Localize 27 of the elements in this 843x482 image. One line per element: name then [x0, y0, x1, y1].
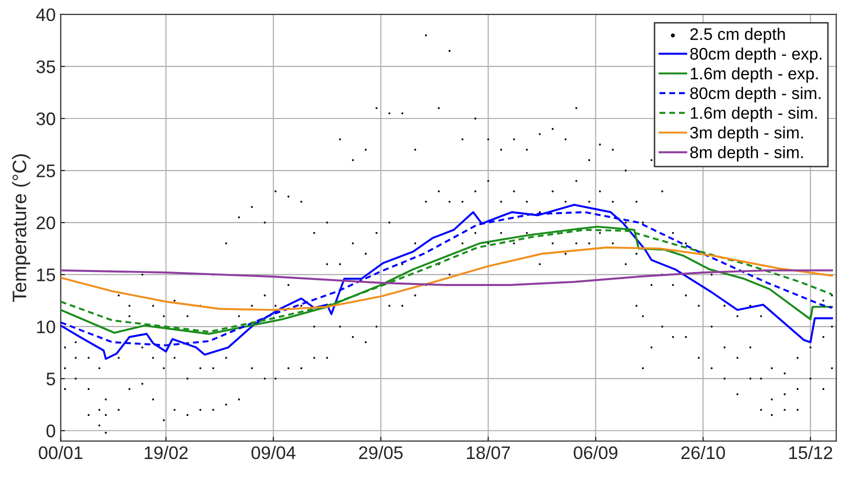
x-tick-label: 18/07: [467, 446, 510, 460]
y-tick-label: 5: [46, 372, 56, 386]
line-series: [60, 269, 833, 286]
x-tick-label: 15/12: [789, 446, 832, 460]
legend-label: 3m depth - sim.: [690, 126, 803, 142]
x-tick-label: 26/10: [681, 446, 725, 460]
line-series: [60, 246, 833, 311]
y-tick-label: 15: [37, 268, 56, 282]
y-axis-title: Temperature (°C): [12, 154, 30, 302]
x-tick-label: 29/05: [359, 446, 403, 460]
legend-label: 2.5 cm depth: [690, 28, 785, 44]
x-tick-label: 06/09: [574, 446, 618, 460]
y-tick-label: 20: [36, 216, 56, 230]
y-tick-label: 30: [36, 112, 56, 126]
y-tick-label: 35: [36, 60, 56, 74]
x-tick-label: 00/01: [38, 446, 82, 460]
x-tick-label: 19/02: [144, 446, 188, 460]
legend-label: 1.6m depth - sim.: [690, 106, 817, 122]
y-tick-label: 25: [36, 164, 56, 178]
legend-label: 1.6m depth - exp.: [690, 67, 818, 83]
x-tick-label: 09/04: [252, 446, 296, 460]
legend-label: 8m depth - sim.: [690, 146, 803, 162]
y-tick-label: 40: [36, 8, 56, 22]
y-tick-label: 10: [37, 320, 56, 334]
y-tick-label: 0: [46, 424, 56, 438]
legend-label: 80cm depth - sim.: [690, 86, 820, 102]
legend-label: 80cm depth - exp.: [690, 47, 822, 64]
